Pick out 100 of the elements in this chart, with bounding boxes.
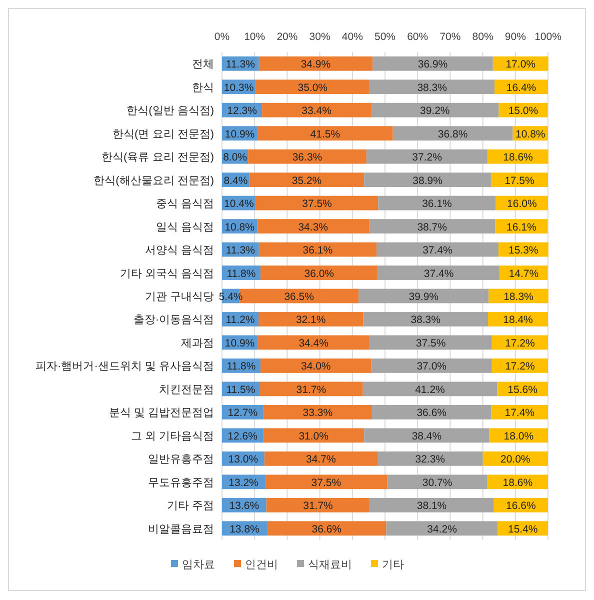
bar bbox=[372, 404, 492, 420]
data-label: 11.3% bbox=[226, 58, 255, 71]
data-label: 38.3% bbox=[417, 82, 447, 94]
data-label: 17.4% bbox=[504, 407, 535, 420]
x-tick-label: 10% bbox=[244, 31, 266, 43]
bar bbox=[364, 428, 490, 443]
y-tick-label: 치킨전문점 bbox=[159, 384, 214, 396]
bar bbox=[263, 428, 364, 443]
legend-label: 임차료 bbox=[182, 559, 215, 571]
data-label: 39.9% bbox=[408, 291, 439, 303]
bar bbox=[260, 358, 372, 373]
data-label: 34.9% bbox=[300, 58, 331, 71]
data-label: 35.0% bbox=[298, 82, 328, 94]
data-label: 15.0% bbox=[508, 105, 538, 118]
x-tick-label: 80% bbox=[472, 31, 494, 43]
legend-label: 식재료비 bbox=[308, 559, 352, 571]
y-tick-label: 서양식 음식점 bbox=[144, 244, 214, 257]
data-label: 16.0% bbox=[507, 198, 537, 210]
data-label: 17.0% bbox=[506, 58, 536, 71]
x-tick-label: 100% bbox=[534, 31, 562, 43]
y-tick-label: 기관 구내식당 bbox=[144, 291, 214, 303]
bar bbox=[376, 242, 498, 257]
data-label: 18.6% bbox=[502, 476, 533, 489]
x-tick-label: 90% bbox=[504, 31, 526, 43]
y-tick-label: 무도유흥주점 bbox=[148, 476, 214, 489]
data-label: 36.3% bbox=[292, 152, 322, 164]
y-tick-label: 한식(육류 요리 전문점) bbox=[102, 152, 214, 164]
data-label: 38.4% bbox=[412, 430, 442, 442]
data-label: 37.4% bbox=[422, 244, 452, 257]
bar bbox=[371, 358, 492, 373]
bar bbox=[258, 335, 370, 350]
data-label: 36.8% bbox=[438, 128, 468, 140]
y-tick-label: 비알콜음료점 bbox=[148, 523, 214, 536]
y-tick-label: 그 외 기타음식점 bbox=[130, 430, 214, 442]
data-label: 11.2% bbox=[226, 314, 255, 326]
data-label: 13.6% bbox=[229, 500, 260, 512]
y-tick-label: 한식 bbox=[192, 82, 214, 94]
bar bbox=[263, 404, 372, 420]
data-label: 37.0% bbox=[416, 360, 447, 373]
data-label: 13.2% bbox=[228, 476, 258, 489]
y-tick-label: 전체 bbox=[192, 58, 214, 71]
data-label: 37.5% bbox=[311, 476, 342, 489]
data-label: 36.6% bbox=[312, 523, 342, 536]
bar bbox=[258, 126, 393, 141]
data-label: 37.5% bbox=[416, 337, 446, 350]
data-label: 36.1% bbox=[422, 198, 452, 210]
data-label: 31.7% bbox=[303, 500, 333, 512]
bar bbox=[257, 219, 370, 234]
data-label: 20.0% bbox=[500, 454, 530, 466]
data-label: 17.2% bbox=[505, 337, 535, 350]
data-label: 36.5% bbox=[284, 291, 314, 303]
data-label: 17.5% bbox=[504, 174, 534, 187]
data-label: 10.8% bbox=[516, 128, 546, 140]
bar bbox=[370, 498, 494, 512]
data-label: 41.5% bbox=[310, 128, 340, 140]
data-label: 12.6% bbox=[228, 430, 258, 442]
bar bbox=[260, 266, 378, 280]
data-label: 38.1% bbox=[416, 500, 447, 512]
data-label: 16.1% bbox=[506, 221, 536, 234]
data-label: 18.0% bbox=[504, 430, 534, 442]
bar bbox=[266, 498, 370, 512]
data-label: 34.2% bbox=[427, 523, 457, 536]
data-label: 18.4% bbox=[503, 314, 533, 326]
data-label: 14.7% bbox=[508, 268, 539, 280]
data-label: 11.3% bbox=[226, 244, 255, 257]
bar bbox=[256, 80, 370, 94]
data-label: 39.2% bbox=[420, 105, 450, 118]
bar bbox=[258, 56, 373, 71]
data-label: 36.1% bbox=[302, 244, 333, 257]
data-label: 15.3% bbox=[508, 244, 538, 257]
x-tick-label: 70% bbox=[440, 31, 461, 43]
bar bbox=[387, 474, 488, 490]
bar bbox=[258, 312, 364, 326]
data-label: 18.3% bbox=[504, 291, 534, 303]
data-label: 11.8% bbox=[226, 360, 256, 373]
data-label: 13.8% bbox=[230, 523, 260, 536]
data-label: 16.4% bbox=[506, 82, 536, 94]
bar bbox=[386, 521, 498, 536]
x-tick-label: 60% bbox=[407, 31, 428, 43]
data-label: 38.9% bbox=[412, 174, 442, 187]
data-label: 8.4% bbox=[224, 174, 248, 187]
data-label: 16.6% bbox=[506, 500, 536, 512]
bar bbox=[369, 219, 496, 234]
x-tick-label: 30% bbox=[309, 31, 330, 43]
data-label: 30.7% bbox=[422, 476, 452, 489]
data-label: 38.3% bbox=[410, 314, 440, 326]
bar bbox=[265, 474, 388, 490]
data-label: 31.7% bbox=[296, 384, 326, 396]
bar bbox=[370, 102, 499, 118]
data-label: 32.3% bbox=[415, 454, 446, 466]
bar bbox=[366, 149, 488, 164]
data-label: 35.2% bbox=[292, 174, 322, 187]
bar bbox=[370, 80, 495, 94]
bar bbox=[378, 196, 496, 210]
bar bbox=[262, 102, 371, 118]
data-label: 13.0% bbox=[228, 454, 258, 466]
y-tick-label: 출장·이동음식점 bbox=[133, 314, 214, 326]
data-label: 34.4% bbox=[298, 337, 328, 350]
bar bbox=[363, 312, 488, 326]
data-label: 37.4% bbox=[424, 268, 454, 280]
